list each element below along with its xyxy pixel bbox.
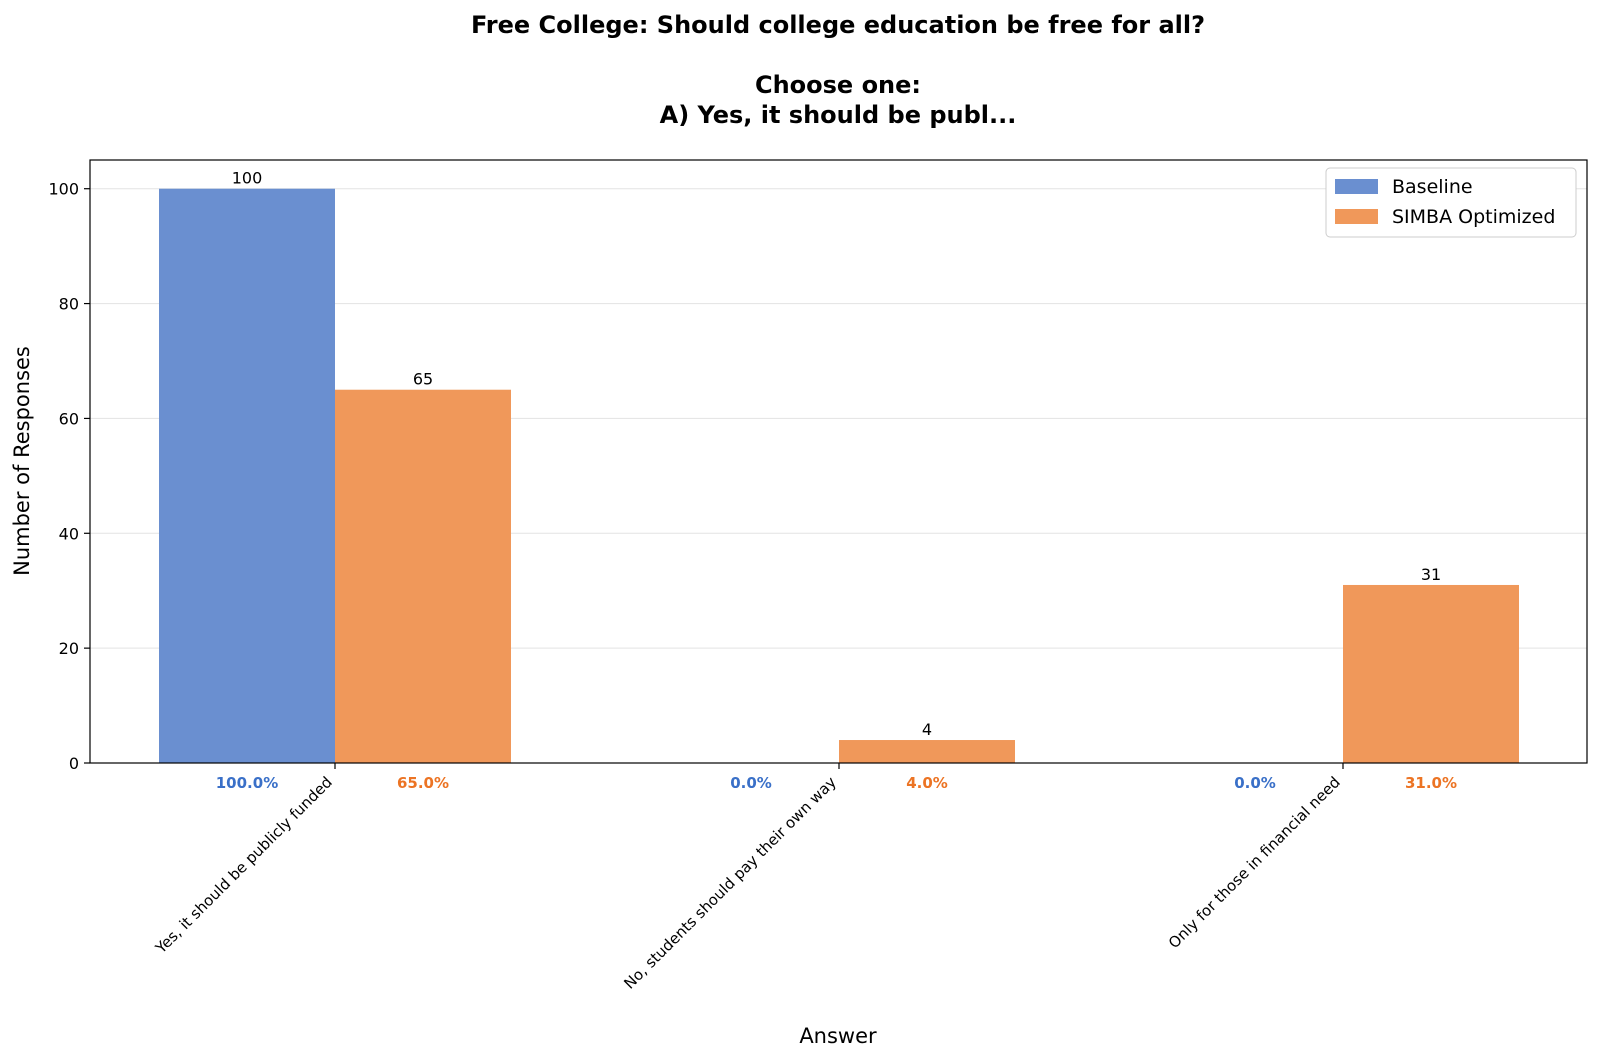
bar-value-label: 100 [232,169,263,188]
x-axis-title: Answer [799,1024,877,1048]
title-line: Choose one: [755,71,921,99]
x-tick-label: Yes, it should be publicly funded [151,773,336,958]
percent-label: 0.0% [1234,774,1276,792]
y-tick-label: 20 [59,639,79,658]
percent-label: 4.0% [906,774,948,792]
x-tick-label: Only for those in financial need [1165,773,1344,952]
percent-label: 100.0% [216,774,278,792]
bar-simba-1 [839,740,1015,763]
chart-title: Free College: Should college education b… [471,11,1205,129]
bar-simba-0 [335,389,511,763]
bar-value-label: 65 [413,370,433,389]
bar-value-label: 4 [922,720,932,739]
y-tick-label: 40 [59,524,79,543]
y-tick-label: 0 [69,754,79,773]
y-axis: 0 20 40 60 80 100 [48,180,90,773]
legend-label: SIMBA Optimized [1392,206,1555,228]
bar-baseline-0 [159,188,335,763]
bar-value-label: 31 [1421,565,1441,584]
legend-swatch [1335,179,1378,194]
title-line: A) Yes, it should be publ... [660,101,1017,129]
bar-simba-2 [1343,584,1519,763]
title-line: Free College: Should college education b… [471,11,1205,39]
y-tick-label: 80 [59,295,79,314]
y-axis-title: Number of Responses [10,346,34,576]
x-axis: 100.0% 65.0% Yes, it should be publicly fu… [151,763,1457,993]
y-tick-label: 100 [48,180,79,199]
percent-label: 31.0% [1405,774,1457,792]
legend-box [1325,167,1577,238]
bars: 100 65 4 31 [159,169,1519,763]
x-tick-label: No, students should pay their own way [620,773,840,993]
percent-label: 0.0% [730,774,772,792]
legend-label: Baseline [1392,176,1473,198]
y-tick-label: 60 [59,409,79,428]
legend-swatch [1335,209,1378,224]
percent-label: 65.0% [397,774,449,792]
legend: Baseline SIMBA Optimized [1325,167,1577,238]
